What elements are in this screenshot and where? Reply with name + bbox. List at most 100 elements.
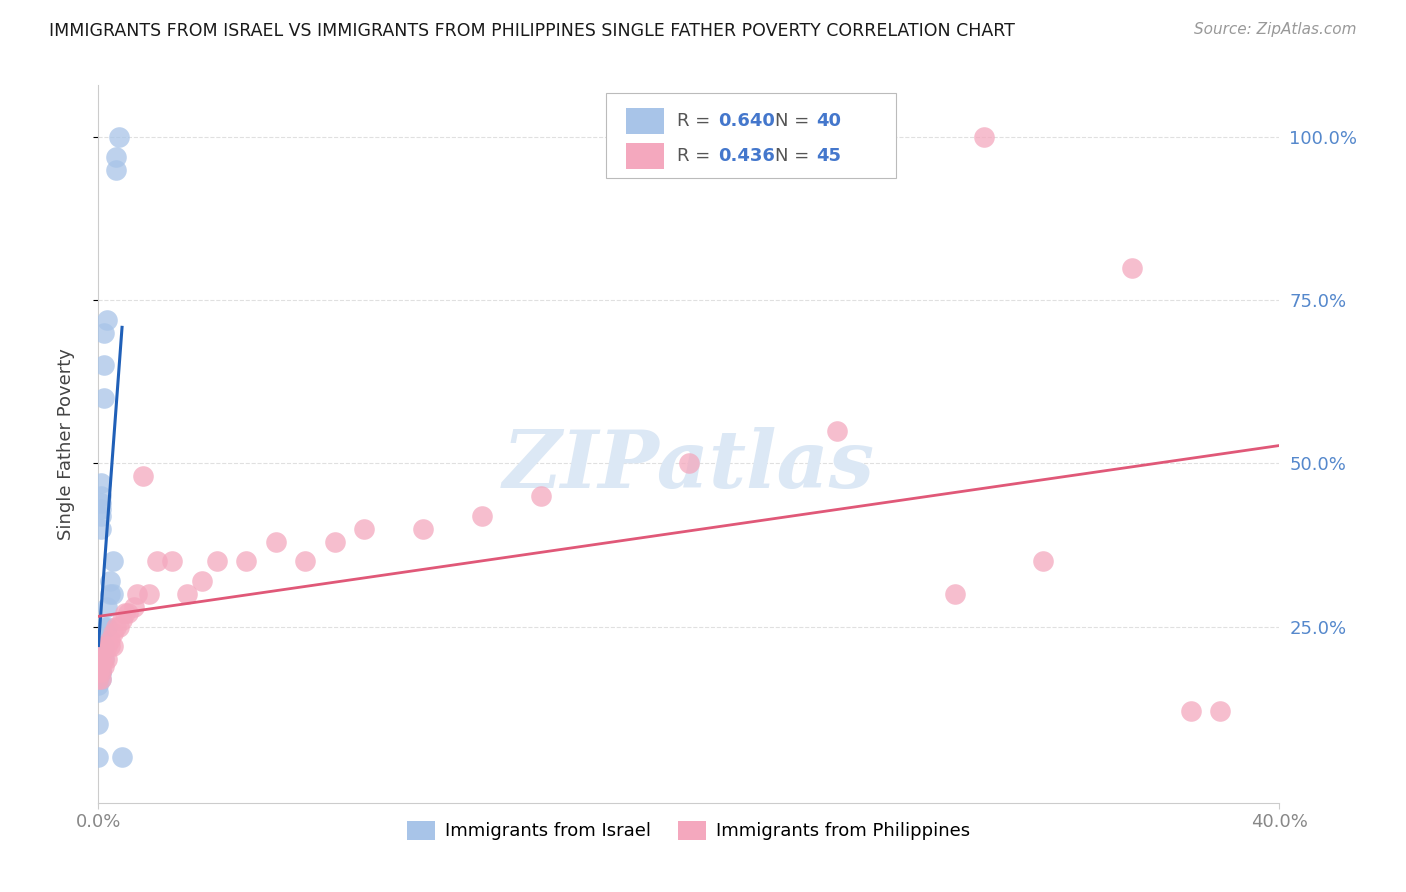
Point	[93, 652, 115, 666]
Point	[90, 489, 112, 503]
Point	[96, 619, 118, 633]
Point	[90, 665, 112, 680]
Point	[87, 672, 110, 686]
Point	[108, 619, 131, 633]
Point	[1209, 705, 1232, 719]
Point	[90, 672, 112, 686]
Point	[90, 652, 112, 666]
Point	[96, 652, 118, 666]
Bar	[626, 109, 664, 135]
Text: N =: N =	[775, 112, 815, 130]
Point	[93, 359, 115, 373]
Point	[973, 130, 995, 145]
Point	[471, 508, 494, 523]
Point	[90, 495, 112, 509]
Text: R =: R =	[678, 112, 716, 130]
Point	[125, 587, 148, 601]
Bar	[626, 143, 664, 169]
Point	[93, 639, 115, 653]
Point	[146, 554, 169, 568]
Point	[93, 652, 115, 666]
Point	[96, 312, 118, 326]
Point	[264, 534, 287, 549]
Point	[132, 469, 155, 483]
Point	[353, 522, 375, 536]
Point	[87, 665, 110, 680]
Point	[1121, 260, 1143, 275]
Point	[90, 475, 112, 490]
Point	[1032, 554, 1054, 568]
Point	[87, 652, 110, 666]
Point	[87, 672, 110, 686]
Point	[111, 750, 134, 764]
Text: 45: 45	[817, 147, 842, 165]
Point	[111, 613, 134, 627]
Point	[90, 508, 112, 523]
Point	[294, 554, 316, 568]
Point	[98, 587, 121, 601]
Point	[825, 424, 848, 438]
Text: 0.640: 0.640	[718, 112, 775, 130]
Point	[90, 522, 112, 536]
Point	[93, 639, 115, 653]
Point	[96, 599, 118, 614]
Text: R =: R =	[678, 147, 716, 165]
Y-axis label: Single Father Poverty: Single Father Poverty	[56, 348, 75, 540]
Point	[138, 587, 160, 601]
Point	[191, 574, 214, 588]
Point	[105, 162, 128, 177]
Text: N =: N =	[775, 147, 815, 165]
Point	[87, 717, 110, 731]
Point	[323, 534, 346, 549]
Point	[678, 456, 700, 470]
Point	[205, 554, 228, 568]
Text: Source: ZipAtlas.com: Source: ZipAtlas.com	[1194, 22, 1357, 37]
Point	[103, 639, 125, 653]
Point	[87, 750, 110, 764]
Point	[93, 619, 115, 633]
Point	[162, 554, 183, 568]
Point	[90, 639, 112, 653]
Point	[87, 685, 110, 699]
Point	[87, 665, 110, 680]
Point	[235, 554, 257, 568]
Point	[105, 619, 128, 633]
Point	[90, 672, 112, 686]
Point	[105, 149, 128, 164]
Point	[1180, 705, 1202, 719]
Point	[530, 489, 553, 503]
Point	[98, 632, 121, 647]
Point	[117, 607, 139, 621]
Point	[87, 665, 110, 680]
Point	[96, 639, 118, 653]
Point	[93, 658, 115, 673]
Point	[98, 574, 121, 588]
Point	[103, 554, 125, 568]
Point	[93, 391, 115, 405]
Text: ZIPatlas: ZIPatlas	[503, 426, 875, 504]
Point	[412, 522, 434, 536]
Text: 0.436: 0.436	[718, 147, 775, 165]
Point	[122, 599, 145, 614]
Legend: Immigrants from Israel, Immigrants from Philippines: Immigrants from Israel, Immigrants from …	[401, 814, 977, 847]
Point	[93, 326, 115, 340]
Point	[98, 639, 121, 653]
Point	[114, 607, 136, 621]
Point	[90, 639, 112, 653]
Point	[108, 130, 131, 145]
Point	[176, 587, 198, 601]
Point	[87, 672, 110, 686]
Point	[103, 626, 125, 640]
Point	[90, 665, 112, 680]
Point	[90, 502, 112, 516]
Point	[103, 587, 125, 601]
Point	[87, 652, 110, 666]
Text: IMMIGRANTS FROM ISRAEL VS IMMIGRANTS FROM PHILIPPINES SINGLE FATHER POVERTY CORR: IMMIGRANTS FROM ISRAEL VS IMMIGRANTS FRO…	[49, 22, 1015, 40]
Point	[90, 652, 112, 666]
Point	[90, 652, 112, 666]
Point	[90, 658, 112, 673]
Point	[943, 587, 966, 601]
FancyBboxPatch shape	[606, 94, 896, 178]
Point	[87, 678, 110, 692]
Text: 40: 40	[817, 112, 842, 130]
